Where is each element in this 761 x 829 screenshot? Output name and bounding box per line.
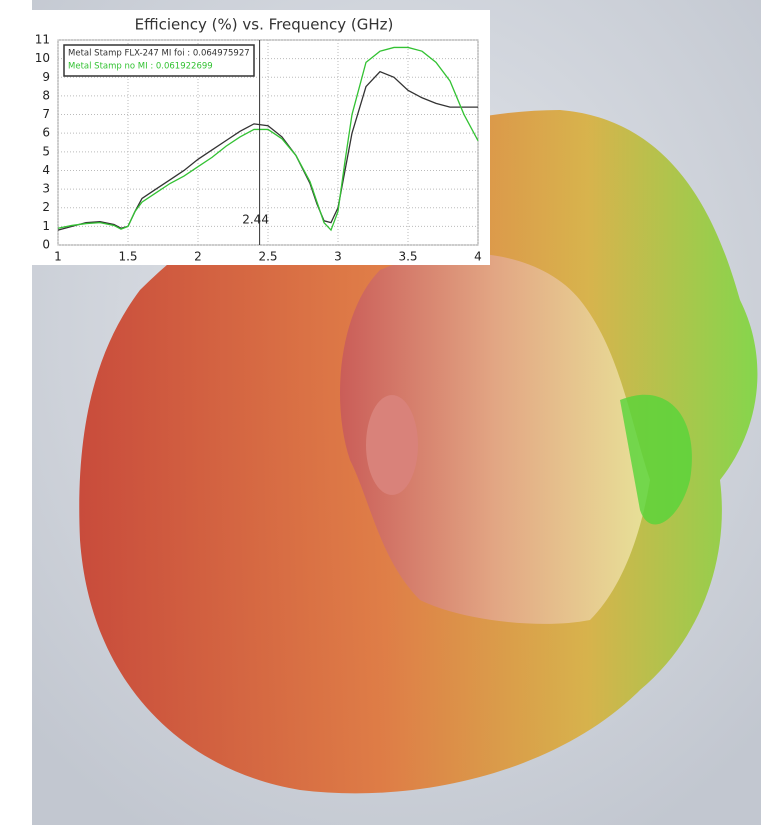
chart-title: Efficiency (%) vs. Frequency (GHz) [135, 16, 394, 34]
y-tick-label: 5 [42, 144, 50, 158]
x-tick-label: 4 [474, 250, 482, 264]
x-tick-label: 3.5 [398, 250, 417, 264]
x-tick-label: 3 [334, 250, 342, 264]
y-tick-label: 1 [42, 219, 50, 233]
y-tick-label: 3 [42, 182, 50, 196]
y-tick-label: 0 [42, 238, 50, 252]
legend-entry: Metal Stamp FLX-247 MI foi : 0.064975927 [68, 49, 250, 59]
y-tick-label: 4 [42, 163, 50, 177]
x-tick-label: 1 [54, 250, 62, 264]
screenshot: Efficiency (%) vs. Frequency (GHz) 01234… [0, 0, 761, 825]
legend-entry: Metal Stamp no MI : 0.061922699 [68, 62, 213, 72]
y-tick-label: 10 [35, 51, 50, 65]
x-tick-label: 1.5 [118, 250, 137, 264]
y-tick-label: 11 [35, 33, 50, 47]
y-tick-label: 9 [42, 70, 50, 84]
x-tick-label: 2.5 [258, 250, 277, 264]
x-tick-label: 2 [194, 250, 202, 264]
y-tick-label: 8 [42, 88, 50, 102]
marker-label: 2.44 [242, 213, 269, 227]
y-tick-label: 2 [42, 200, 50, 214]
ear [366, 395, 418, 495]
page: {"chart_data": {"type": "line", "title":… [0, 0, 761, 825]
y-tick-label: 7 [42, 107, 50, 121]
y-tick-label: 6 [42, 126, 50, 140]
